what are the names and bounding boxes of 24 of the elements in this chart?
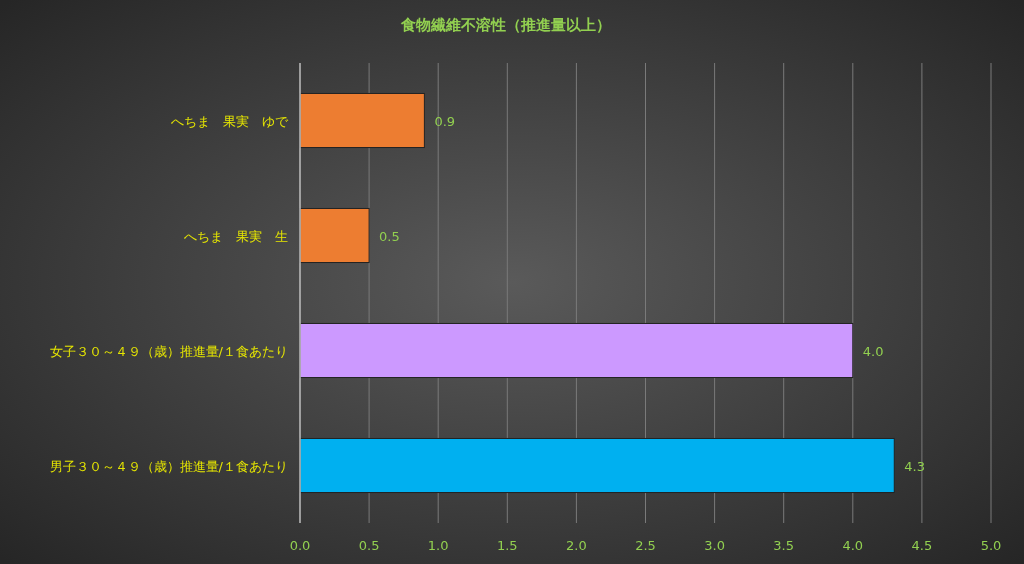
x-tick-label: 5.0 xyxy=(980,538,1002,553)
data-label: 0.9 xyxy=(434,113,456,129)
data-label: 4.0 xyxy=(862,343,884,359)
x-tick-label: 2.0 xyxy=(566,538,587,553)
bar xyxy=(299,92,425,149)
chart-title: 食物繊維不溶性（推進量以上） xyxy=(399,16,611,34)
y-tick-label: 女子３０～４９（歳）推進量/１食あたり xyxy=(49,343,288,359)
x-tick-label: 1.5 xyxy=(496,538,518,553)
x-tick-label: 0.5 xyxy=(358,538,380,553)
x-tick-label: 3.0 xyxy=(704,538,725,553)
x-tick-label: 3.5 xyxy=(773,538,795,553)
x-tick-label: 4.5 xyxy=(911,538,933,553)
data-label: 0.5 xyxy=(379,228,400,244)
x-tick-label: 1.0 xyxy=(427,538,449,553)
x-tick-label: 4.0 xyxy=(842,538,864,553)
data-label: 4.3 xyxy=(904,458,925,474)
x-tick-label: 2.5 xyxy=(635,538,656,553)
bar xyxy=(299,437,895,494)
bar xyxy=(299,207,370,264)
x-tick-label: 0.0 xyxy=(289,538,311,553)
y-tick-label: へちま 果実 ゆで xyxy=(171,113,289,129)
y-tick-label: へちま 果実 生 xyxy=(184,228,288,244)
bar xyxy=(299,322,854,379)
y-tick-label: 男子３０～４９（歳）推進量/１食あたり xyxy=(49,458,288,474)
